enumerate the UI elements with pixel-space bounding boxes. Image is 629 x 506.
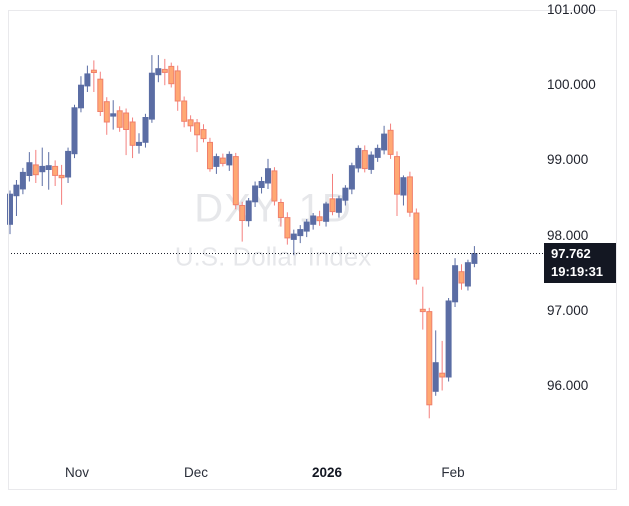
candle — [123, 108, 130, 156]
candle — [464, 259, 471, 291]
candle — [355, 145, 362, 173]
candle — [419, 286, 426, 330]
candle — [258, 176, 265, 194]
candle — [265, 158, 271, 189]
price-axis[interactable]: 101.000 100.000 99.000 98.000 97.000 96.000 — [545, 2, 617, 460]
candle — [78, 76, 84, 113]
candle — [32, 149, 39, 183]
candle — [71, 104, 78, 159]
last-price-tag: 97.762 19:19:31 — [544, 243, 616, 283]
candle — [194, 119, 201, 153]
candle — [232, 152, 239, 210]
candle — [207, 137, 213, 172]
candle — [116, 106, 123, 132]
candle — [136, 133, 142, 154]
candle — [45, 152, 52, 190]
time-axis-label: Nov — [64, 465, 90, 480]
price-axis-label: 98.000 — [547, 227, 589, 243]
candle — [458, 264, 465, 290]
candle — [303, 219, 310, 238]
candle — [142, 113, 149, 148]
candle — [148, 55, 155, 123]
last-price-value: 97.762 — [551, 246, 591, 261]
candle — [161, 58, 168, 86]
candle — [400, 175, 407, 206]
candle — [7, 190, 13, 235]
candle — [452, 258, 459, 307]
candle — [97, 71, 104, 116]
candle — [19, 167, 26, 195]
candle — [316, 210, 323, 226]
candle — [39, 147, 46, 186]
candle — [26, 152, 33, 182]
candle — [432, 330, 439, 396]
candle — [439, 340, 446, 391]
price-axis-label: 99.000 — [547, 152, 589, 168]
candle — [335, 195, 342, 218]
price-axis-label: 101.000 — [547, 2, 596, 17]
candle — [65, 147, 72, 183]
price-axis-label: 96.000 — [547, 378, 589, 393]
candle — [413, 208, 420, 285]
time-axis-label: Dec — [183, 465, 209, 480]
candle — [277, 198, 284, 227]
candle — [245, 198, 252, 227]
candle — [168, 62, 175, 88]
time-axis[interactable]: Nov Dec 2026 Feb — [8, 460, 545, 488]
candle — [13, 180, 20, 216]
candle — [103, 97, 110, 135]
candle — [368, 151, 375, 174]
time-axis-label: Feb — [441, 465, 465, 480]
candle — [155, 55, 162, 83]
candle — [219, 153, 226, 167]
candle — [284, 212, 291, 245]
candle — [445, 298, 452, 382]
candle — [342, 185, 349, 206]
candle — [90, 60, 97, 92]
candle — [213, 153, 220, 174]
candle — [84, 65, 91, 92]
price-axis-label: 100.000 — [547, 77, 596, 93]
candle — [290, 229, 297, 256]
candle — [394, 151, 400, 216]
candle — [348, 162, 355, 195]
candle — [200, 124, 207, 143]
candle — [58, 164, 65, 205]
candle — [361, 145, 368, 173]
candle — [310, 213, 317, 230]
candle — [471, 246, 478, 268]
candle — [406, 171, 413, 217]
candle — [374, 144, 381, 162]
candle — [181, 96, 188, 128]
candle — [187, 115, 194, 132]
candle — [239, 201, 246, 242]
candle — [52, 160, 59, 186]
candle — [297, 225, 304, 244]
last-price-time: 19:19:31 — [551, 264, 604, 279]
candle — [323, 201, 330, 227]
price-axis-label: 97.000 — [547, 302, 589, 318]
candle — [110, 100, 117, 130]
candle — [174, 65, 181, 111]
candle — [226, 151, 233, 171]
candle — [387, 123, 394, 159]
candle — [252, 181, 259, 207]
candle — [129, 117, 136, 159]
time-axis-label: 2026 — [311, 465, 343, 480]
candle — [426, 307, 433, 419]
candle — [329, 173, 336, 216]
candle — [271, 167, 278, 206]
candle — [381, 125, 388, 155]
